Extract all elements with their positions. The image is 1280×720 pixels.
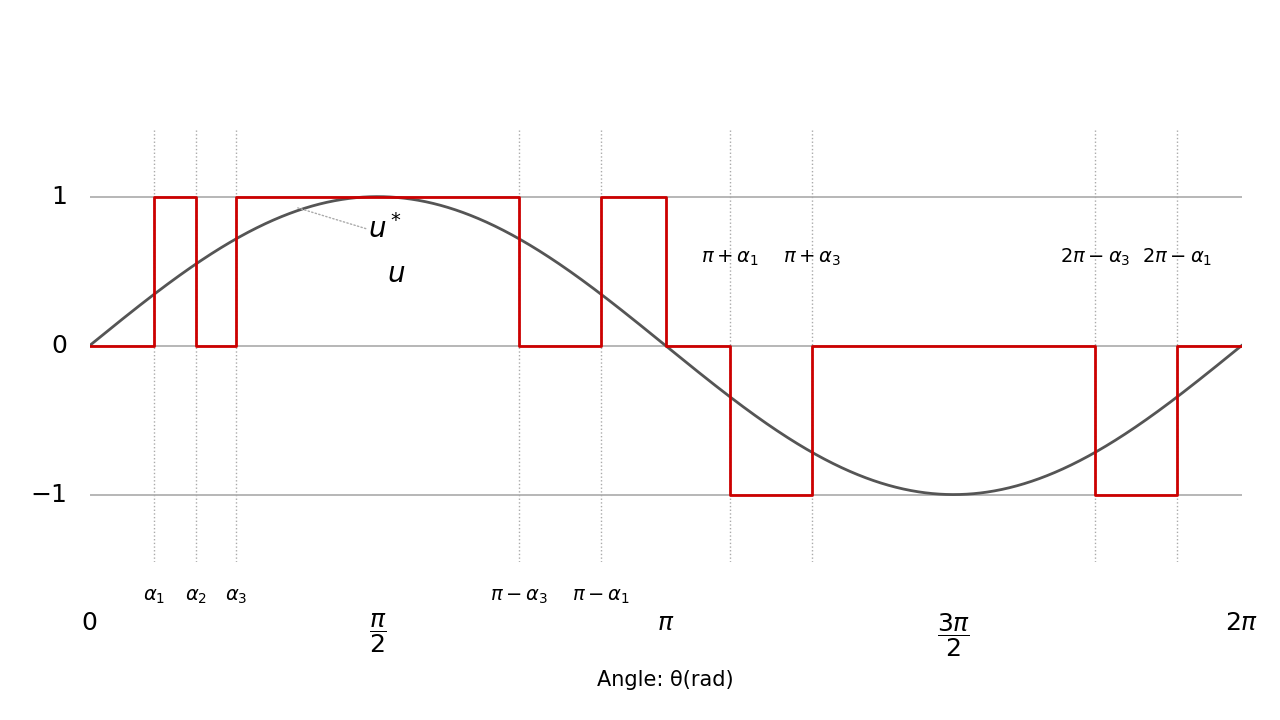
Text: $\alpha_2$: $\alpha_2$ — [184, 587, 207, 606]
Text: 1: 1 — [51, 184, 68, 209]
Text: $\dfrac{3\pi}{2}$: $\dfrac{3\pi}{2}$ — [937, 611, 970, 659]
Text: $2\pi - \alpha_3$: $2\pi - \alpha_3$ — [1060, 247, 1130, 268]
Text: $\pi + \alpha_1$: $\pi + \alpha_1$ — [701, 249, 759, 268]
Text: $\alpha_1$: $\alpha_1$ — [142, 587, 165, 606]
Text: $0$: $0$ — [82, 611, 97, 635]
Text: $\pi - \alpha_1$: $\pi - \alpha_1$ — [572, 587, 630, 606]
Text: $\mathit{u}^*$: $\mathit{u}^*$ — [369, 215, 402, 244]
Text: $\dfrac{\pi}{2}$: $\dfrac{\pi}{2}$ — [369, 611, 387, 654]
Text: $\pi + \alpha_3$: $\pi + \alpha_3$ — [783, 249, 841, 268]
Text: $\mathit{u}$: $\mathit{u}$ — [387, 260, 404, 288]
Text: $2\pi$: $2\pi$ — [1225, 611, 1258, 635]
Text: $\pi$: $\pi$ — [657, 611, 675, 635]
Text: 0: 0 — [51, 333, 68, 358]
Text: $\alpha_3$: $\alpha_3$ — [225, 587, 247, 606]
Text: $2\pi - \alpha_1$: $2\pi - \alpha_1$ — [1142, 247, 1212, 268]
Text: Angle: θ(rad): Angle: θ(rad) — [598, 670, 733, 690]
Text: −1: −1 — [31, 482, 68, 507]
Text: $\pi - \alpha_3$: $\pi - \alpha_3$ — [490, 587, 548, 606]
